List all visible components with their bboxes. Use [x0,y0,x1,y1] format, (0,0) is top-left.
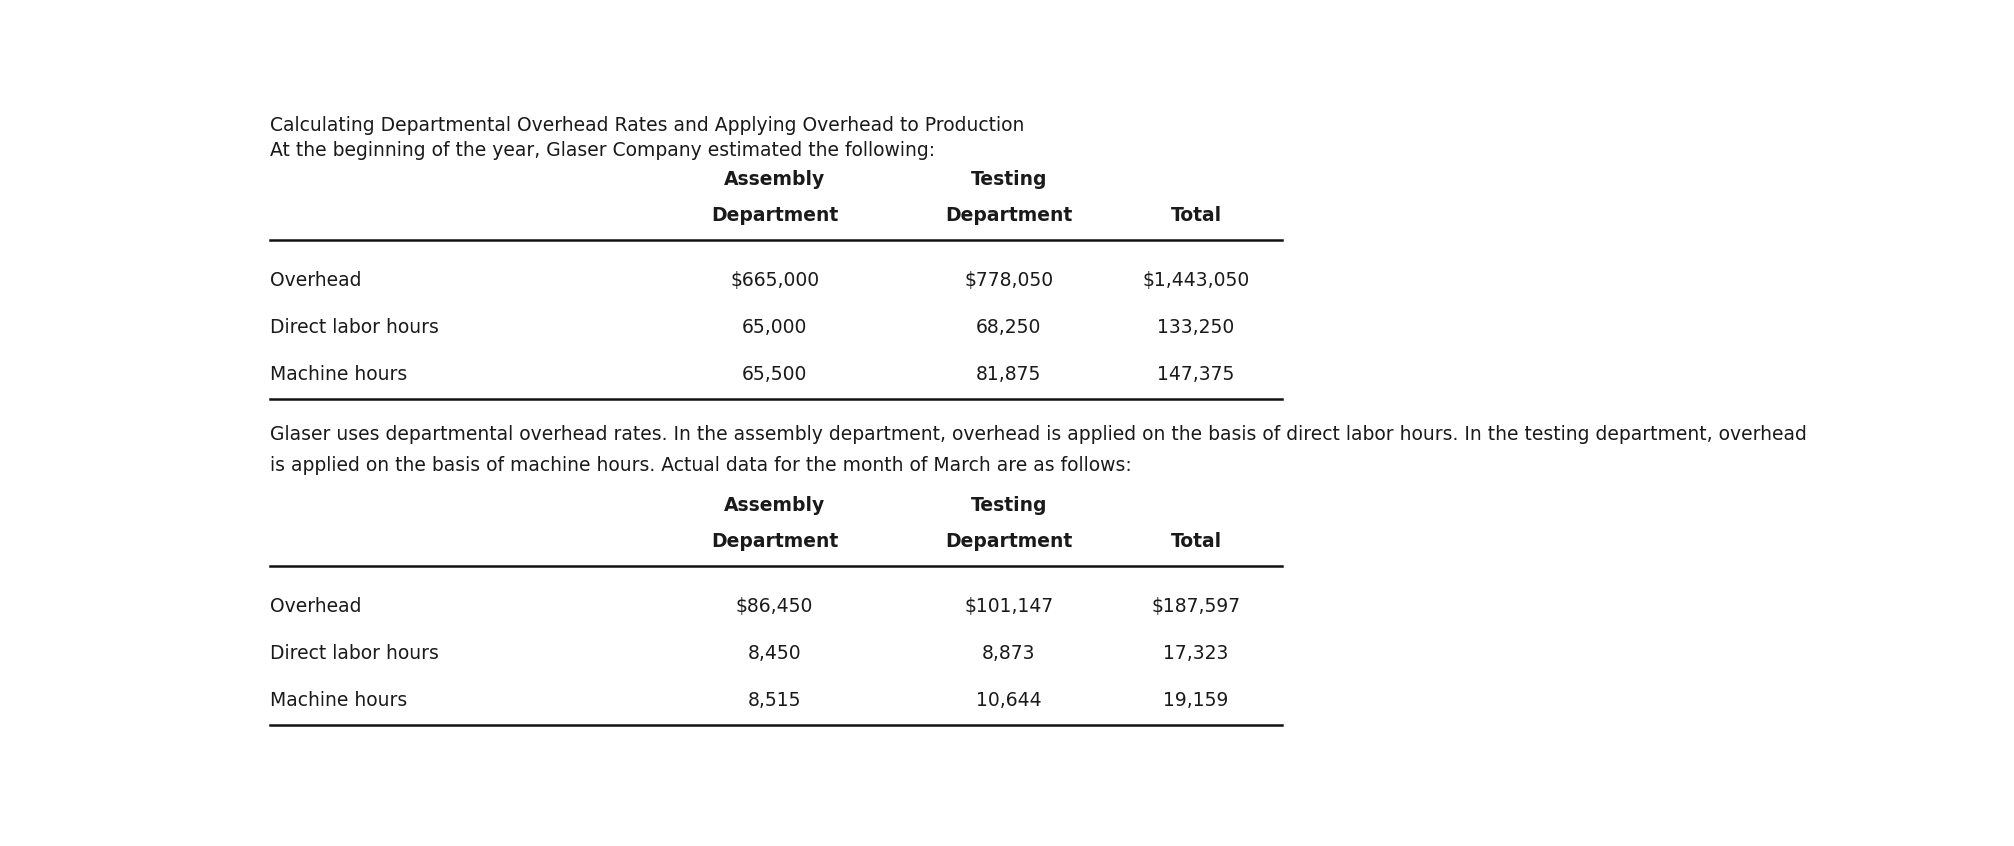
Text: $778,050: $778,050 [965,271,1053,290]
Text: 17,323: 17,323 [1164,644,1229,663]
Text: Department: Department [711,206,838,225]
Text: 10,644: 10,644 [977,691,1041,710]
Text: Department: Department [945,532,1071,551]
Text: 65,000: 65,000 [741,318,808,337]
Text: Testing: Testing [971,497,1047,515]
Text: $187,597: $187,597 [1152,597,1241,616]
Text: Overhead: Overhead [270,271,363,290]
Text: Assembly: Assembly [723,497,826,515]
Text: Assembly: Assembly [723,170,826,189]
Text: Machine hours: Machine hours [270,365,407,384]
Text: $86,450: $86,450 [735,597,814,616]
Text: Direct labor hours: Direct labor hours [270,318,439,337]
Text: 65,500: 65,500 [741,365,808,384]
Text: Testing: Testing [971,170,1047,189]
Text: 133,250: 133,250 [1158,318,1235,337]
Text: Glaser uses departmental overhead rates. In the assembly department, overhead is: Glaser uses departmental overhead rates.… [270,425,1807,443]
Text: 8,873: 8,873 [983,644,1035,663]
Text: 81,875: 81,875 [977,365,1041,384]
Text: Overhead: Overhead [270,597,363,616]
Text: 68,250: 68,250 [977,318,1041,337]
Text: $1,443,050: $1,443,050 [1142,271,1251,290]
Text: $101,147: $101,147 [965,597,1053,616]
Text: Total: Total [1170,206,1222,225]
Text: Machine hours: Machine hours [270,691,407,710]
Text: 8,450: 8,450 [747,644,802,663]
Text: At the beginning of the year, Glaser Company estimated the following:: At the beginning of the year, Glaser Com… [270,140,937,160]
Text: Calculating Departmental Overhead Rates and Applying Overhead to Production: Calculating Departmental Overhead Rates … [270,116,1025,135]
Text: 19,159: 19,159 [1164,691,1229,710]
Text: Department: Department [711,532,838,551]
Text: $665,000: $665,000 [729,271,820,290]
Text: 8,515: 8,515 [747,691,802,710]
Text: is applied on the basis of machine hours. Actual data for the month of March are: is applied on the basis of machine hours… [270,456,1132,475]
Text: Total: Total [1170,532,1222,551]
Text: 147,375: 147,375 [1158,365,1235,384]
Text: Direct labor hours: Direct labor hours [270,644,439,663]
Text: Department: Department [945,206,1071,225]
